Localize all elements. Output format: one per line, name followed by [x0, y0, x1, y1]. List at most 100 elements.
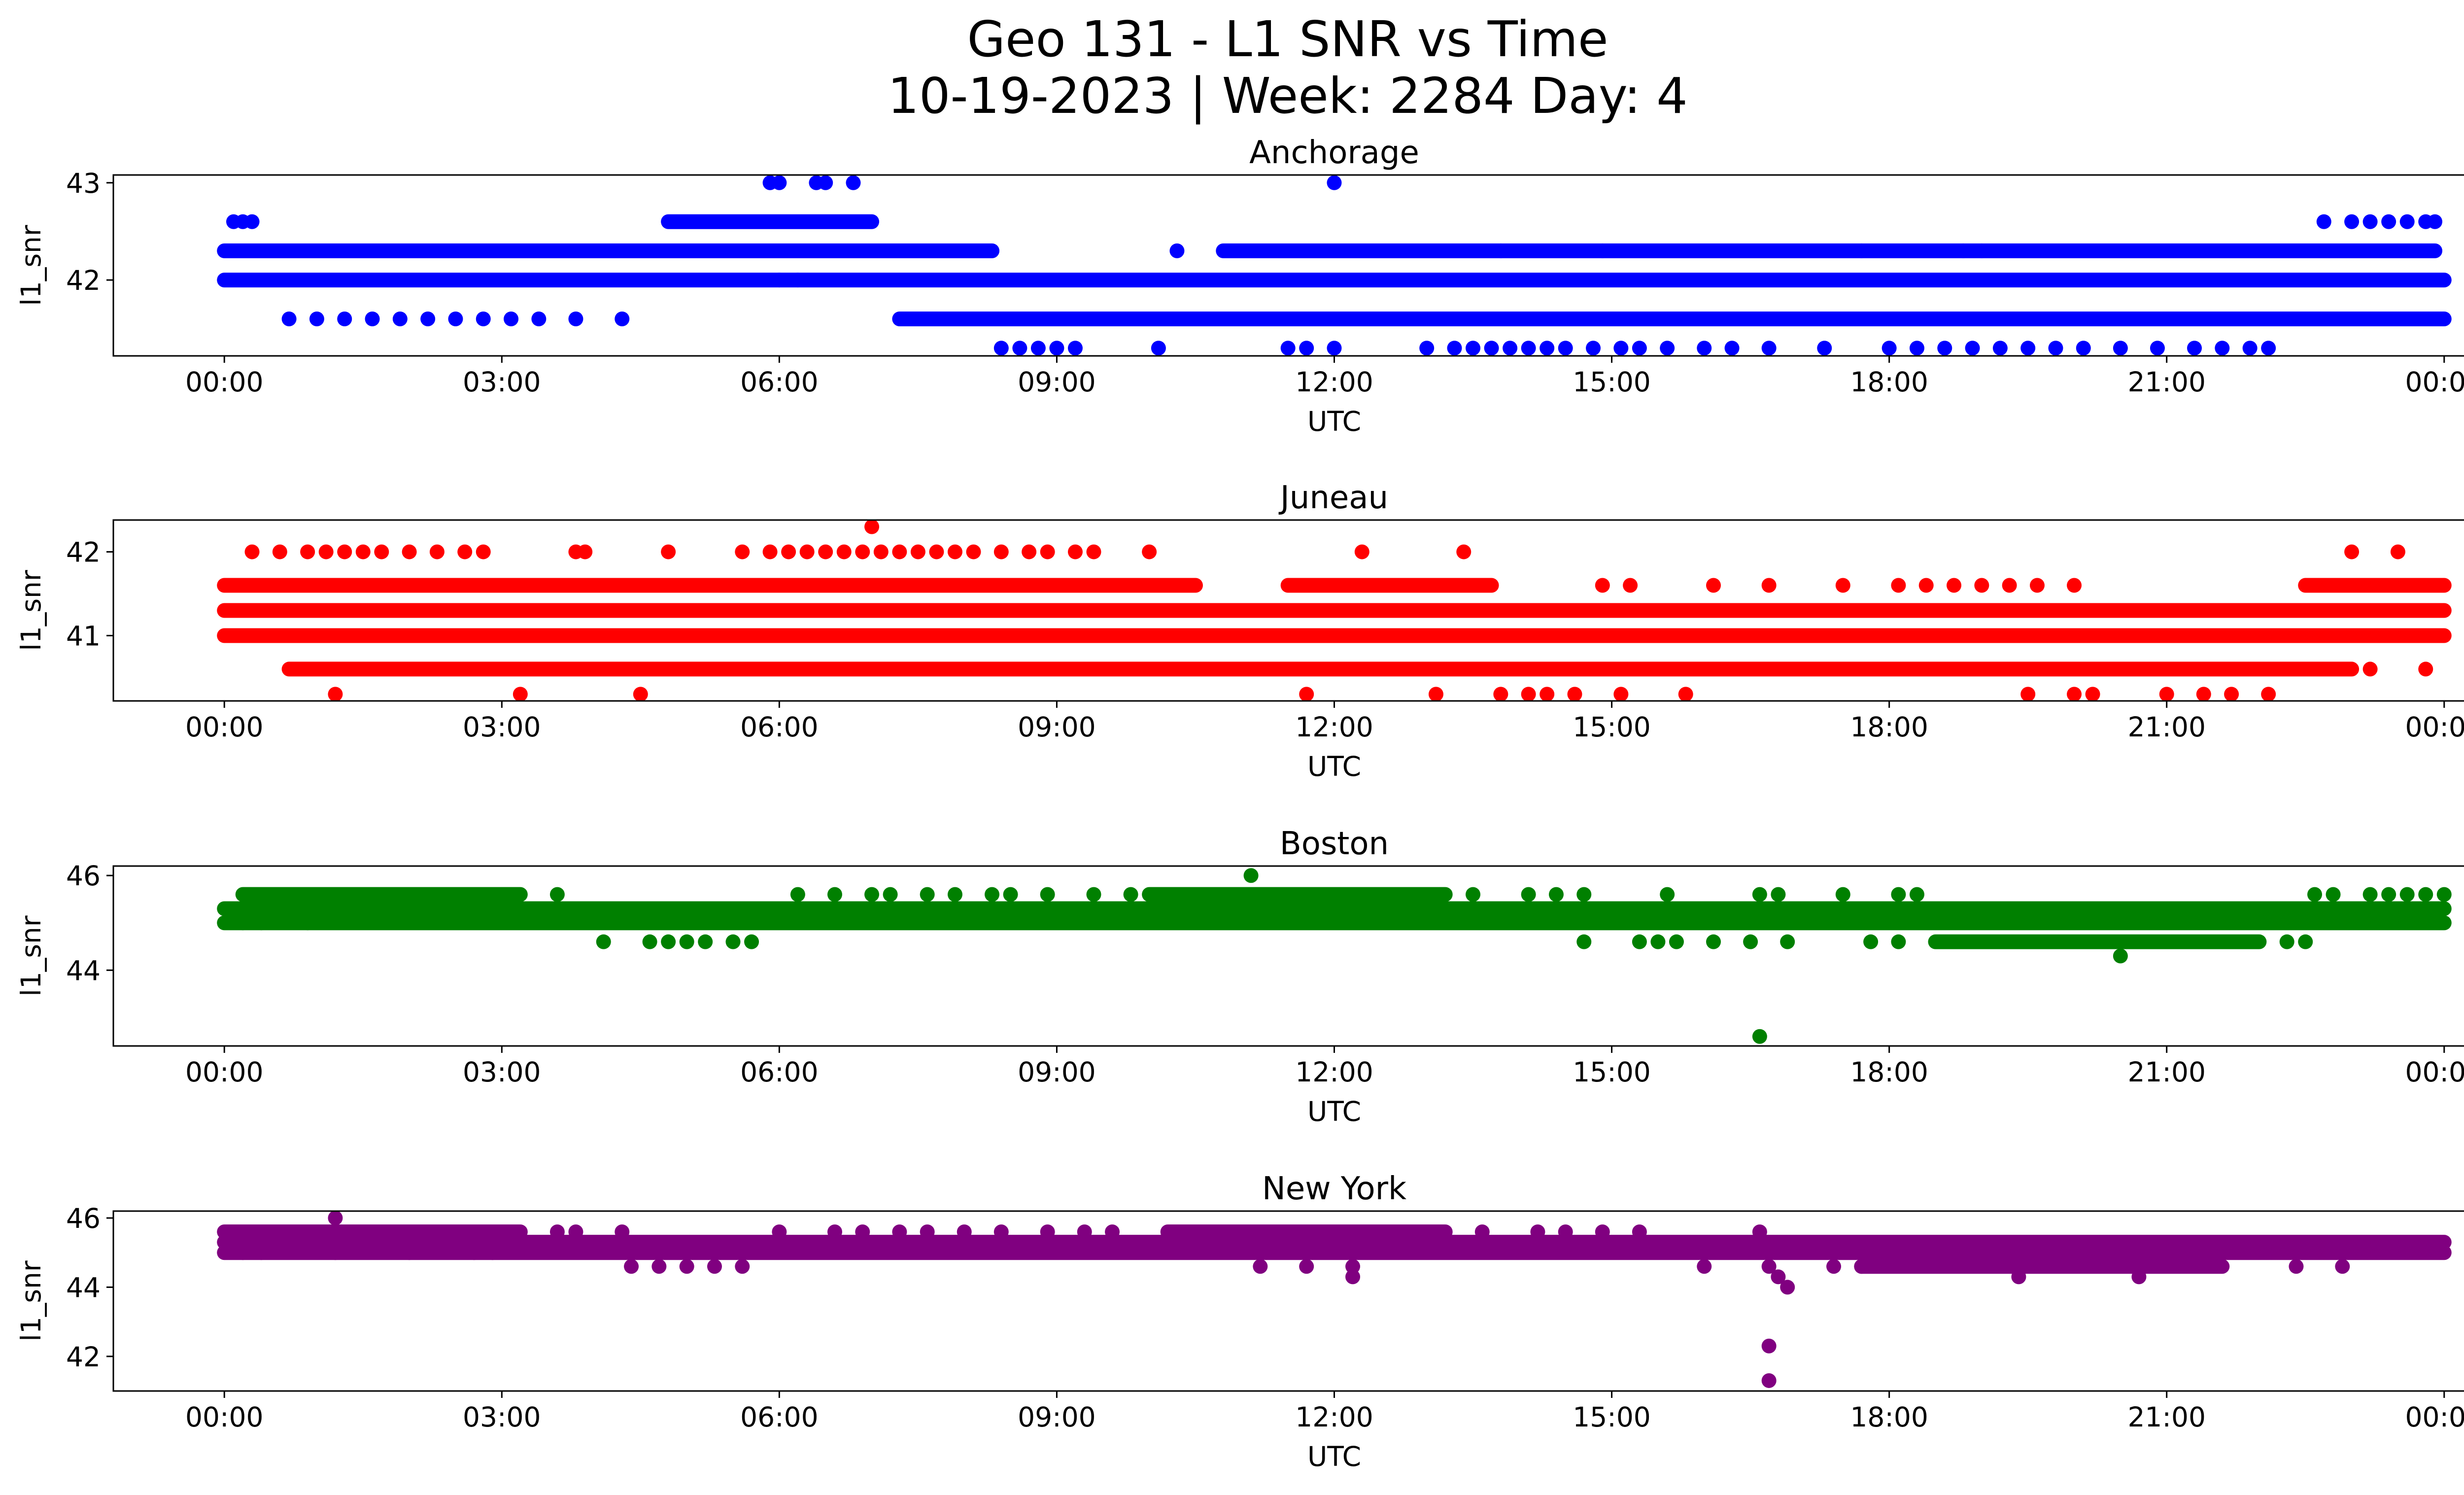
x-tick-label: 18:00: [1850, 1056, 1928, 1088]
data-point: [2242, 341, 2258, 356]
data-point: [2381, 214, 2396, 229]
data-point: [1761, 1338, 1777, 1354]
data-point: [1660, 887, 1675, 902]
data-point: [772, 273, 787, 288]
data-point: [1521, 887, 1536, 902]
data-point: [504, 312, 519, 327]
data-point: [1086, 544, 1101, 559]
data-point: [1456, 544, 1472, 559]
data-point: [615, 1224, 630, 1240]
data-point: [457, 544, 473, 559]
data-point: [725, 934, 741, 949]
data-point: [235, 915, 250, 931]
data-point: [772, 175, 787, 190]
data-point: [1937, 341, 1952, 356]
data-point: [281, 312, 297, 327]
data-point: [1891, 578, 1906, 593]
data-point: [568, 1224, 583, 1240]
data-point: [966, 544, 981, 559]
data-point: [2362, 661, 2378, 677]
data-point: [947, 544, 962, 559]
y-tick-label: 42: [66, 537, 101, 568]
panel-juneau: 00:00 03:00 06:00 09:00 12:00 15:00 18:00 21:00…: [15, 480, 2464, 782]
data-point: [864, 887, 880, 902]
data-point: [642, 934, 657, 949]
data-point: [2362, 887, 2378, 902]
data-point: [1151, 341, 1166, 356]
data-point: [2344, 544, 2360, 559]
x-tick-label: 00:00: [2405, 1056, 2464, 1088]
data-point: [402, 1245, 417, 1260]
data-point: [2159, 687, 2174, 702]
data-point: [985, 887, 1000, 902]
x-tick-label: 18:00: [1850, 711, 1928, 743]
data-point: [624, 1259, 639, 1274]
data-point: [1086, 887, 1101, 902]
data-point: [2372, 312, 2387, 327]
data-point: [1428, 687, 1443, 702]
y-tick-label: 44: [66, 1272, 101, 1303]
x-tick-label: 03:00: [463, 711, 541, 743]
data-point: [2399, 887, 2415, 902]
data-point: [476, 312, 491, 327]
data-point: [1576, 934, 1592, 949]
data-point: [1299, 1259, 1314, 1274]
data-point: [1706, 578, 1721, 593]
panel-title: Juneau: [1278, 480, 1388, 516]
data-point: [2261, 687, 2276, 702]
data-point: [2029, 578, 2045, 593]
data-point: [615, 312, 630, 327]
data-point: [855, 1224, 870, 1240]
data-point: [1706, 934, 1721, 949]
data-point: [836, 544, 852, 559]
data-point: [2224, 687, 2239, 702]
figure-title-line2: 10-19-2023 | Week: 2284 Day: 4: [888, 67, 1688, 125]
x-tick-label: 09:00: [1018, 1401, 1096, 1433]
data-point: [993, 544, 1009, 559]
data-point: [420, 312, 436, 327]
data-point: [883, 887, 898, 902]
data-point: [1947, 578, 1962, 593]
x-tick-label: 00:00: [185, 711, 264, 743]
data-point: [2279, 934, 2294, 949]
x-tick-label: 15:00: [1573, 1401, 1651, 1433]
data-point: [2131, 1269, 2147, 1285]
data-point: [1558, 1224, 1573, 1240]
data-point: [735, 544, 750, 559]
panel-title: New York: [1262, 1171, 1406, 1207]
data-point: [1548, 887, 1564, 902]
x-tick-label: 06:00: [740, 1056, 819, 1088]
data-point: [2215, 341, 2230, 356]
data-point: [1613, 687, 1629, 702]
data-point: [947, 887, 962, 902]
data-point: [1771, 1269, 1786, 1285]
data-point: [272, 544, 287, 559]
data-point: [244, 214, 260, 229]
data-point: [1105, 1224, 1120, 1240]
x-tick-label: 09:00: [1018, 366, 1096, 398]
data-point: [864, 519, 880, 534]
data-point: [365, 312, 380, 327]
y-axis-label: l1_snr: [15, 915, 47, 996]
x-tick-label: 21:00: [2127, 1056, 2206, 1088]
data-point: [818, 175, 833, 190]
data-point: [2289, 1259, 2304, 1274]
data-point: [1909, 887, 1924, 902]
data-point: [1854, 243, 1869, 258]
x-tick-label: 00:00: [185, 366, 264, 398]
data-point: [1012, 341, 1027, 356]
data-point: [1752, 1224, 1767, 1240]
data-point: [873, 544, 889, 559]
x-tick-label: 03:00: [463, 1056, 541, 1088]
data-point: [1761, 1373, 1777, 1388]
figure-title-line1: Geo 131 - L1 SNR vs Time: [967, 10, 1608, 68]
data-point: [993, 341, 1009, 356]
data-point: [920, 887, 935, 902]
data-point: [1327, 175, 1342, 190]
data-point: [1752, 887, 1767, 902]
data-point: [957, 1224, 972, 1240]
data-point: [1752, 1029, 1767, 1044]
data-point: [1077, 1224, 1092, 1240]
panel-new-york: 00:00 03:00 06:00 09:00 12:00 15:00 18:00 21:00…: [15, 1171, 2464, 1472]
y-axis-label: l1_snr: [15, 225, 47, 306]
